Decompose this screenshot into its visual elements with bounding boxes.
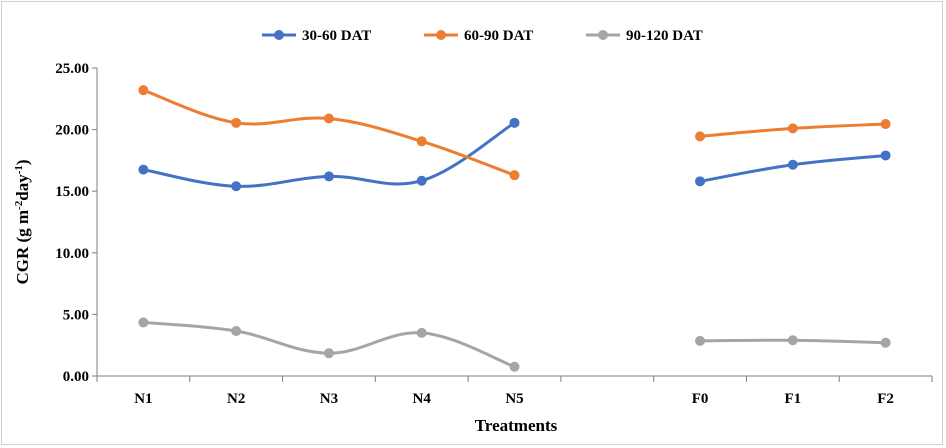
- legend-label: 90-120 DAT: [626, 28, 703, 44]
- legend-label: 60-90 DAT: [464, 28, 533, 44]
- legend-label: 30-60 DAT: [302, 28, 371, 44]
- data-point: [787, 335, 798, 346]
- x-tick-label: F2: [877, 391, 894, 407]
- legend-item: 30-60 DAT: [262, 28, 371, 44]
- data-point: [787, 159, 798, 170]
- y-tick-label: 0.00: [63, 369, 89, 385]
- data-point: [509, 361, 520, 372]
- y-axis-title-end: ): [13, 159, 32, 165]
- y-tick-label: 5.00: [63, 307, 89, 323]
- data-point: [138, 85, 149, 96]
- data-point: [323, 348, 334, 359]
- y-tick-label: 25.00: [55, 61, 89, 77]
- y-axis-title-mid: day: [13, 174, 32, 201]
- legend-swatch-marker: [274, 30, 284, 40]
- data-point: [138, 317, 149, 328]
- y-tick-label: 20.00: [55, 123, 89, 139]
- x-axis-title: Treatments: [475, 416, 558, 435]
- x-tick-labels: N1 N2 N3 N4 N5 F0 F1 F2: [134, 391, 894, 407]
- data-point: [695, 131, 706, 142]
- x-tick-label: N4: [413, 391, 432, 407]
- y-tick-labels: 0.00 5.00 10.00 15.00 20.00 25.00: [55, 61, 89, 385]
- data-point: [231, 117, 242, 128]
- legend: 30-60 DAT 60-90 DAT 90-120 DAT: [262, 28, 703, 44]
- legend-swatch-marker: [598, 30, 608, 40]
- y-axis-title-sup2: -1: [13, 165, 25, 174]
- data-point: [323, 113, 334, 124]
- data-point: [695, 335, 706, 346]
- data-point: [695, 176, 706, 187]
- data-point: [787, 123, 798, 134]
- series-2: [138, 317, 891, 372]
- data-point: [138, 164, 149, 175]
- data-point: [416, 327, 427, 338]
- x-tick-label: F1: [784, 391, 801, 407]
- x-tick-label: N5: [505, 391, 523, 407]
- data-point: [416, 136, 427, 147]
- x-tick-label: F0: [692, 391, 709, 407]
- legend-swatch-marker: [436, 30, 446, 40]
- y-tick-label: 10.00: [55, 246, 89, 262]
- series-line: [143, 320, 516, 369]
- data-point: [416, 175, 427, 186]
- x-tick-label: N3: [320, 391, 338, 407]
- data-point: [231, 181, 242, 192]
- y-axis-title: CGR (g m-2day-1): [13, 159, 32, 284]
- data-point: [509, 170, 520, 181]
- x-tick-label: N2: [227, 391, 245, 407]
- y-tick-label: 15.00: [55, 184, 89, 200]
- y-axis-title-main: CGR (g m: [13, 210, 32, 285]
- data-point: [323, 171, 334, 182]
- data-point: [231, 326, 242, 337]
- data-point: [880, 150, 891, 161]
- series-layer: [138, 85, 891, 372]
- legend-item: 60-90 DAT: [424, 28, 533, 44]
- data-point: [880, 119, 891, 130]
- y-axis-title-sup1: -2: [13, 200, 25, 210]
- data-point: [880, 337, 891, 348]
- x-tick-label: N1: [134, 391, 152, 407]
- axes: [92, 67, 933, 382]
- series-1: [138, 85, 891, 181]
- series-0: [138, 117, 891, 192]
- data-point: [509, 117, 520, 128]
- legend-item: 90-120 DAT: [586, 28, 703, 44]
